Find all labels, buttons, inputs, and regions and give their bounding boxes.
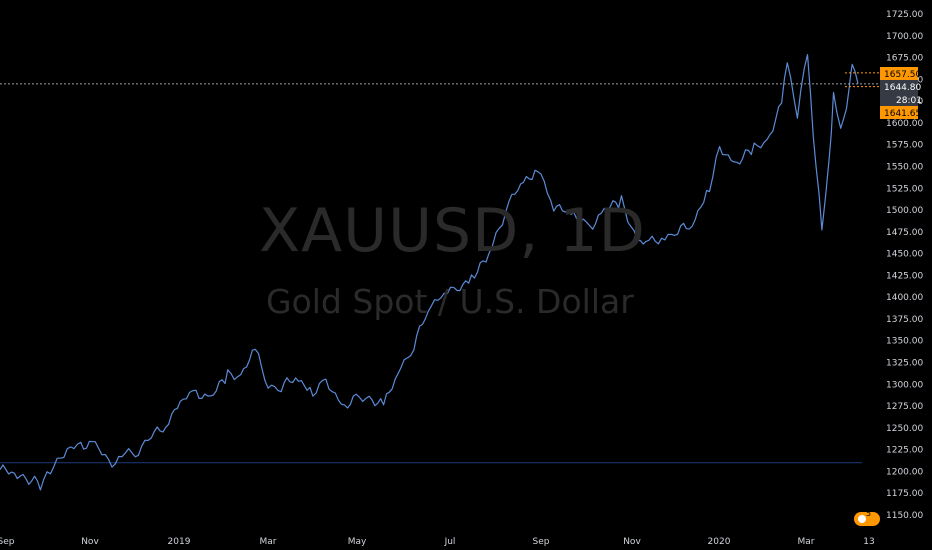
y-tick-label: 1550.00 [886, 162, 923, 172]
events-badge[interactable]: 5 [854, 509, 880, 526]
low-price-label: 1641.65 [884, 109, 921, 119]
y-tick-label: 1325.00 [886, 359, 923, 369]
y-tick-label: 1150.00 [886, 511, 923, 521]
y-tick-label: 1250.00 [886, 424, 923, 434]
events-count: 5 [866, 509, 871, 518]
y-tick-label: 1350.00 [886, 337, 923, 347]
y-tick-label: 1200.00 [886, 467, 923, 477]
y-tick-label: 1275.00 [886, 402, 923, 412]
low-price-badge [880, 106, 918, 119]
y-tick-label: 1700.00 [886, 32, 923, 42]
y-tick-label: 1675.00 [886, 54, 923, 64]
y-tick-label: 1600.00 [886, 119, 923, 129]
y-tick-label: 1425.00 [886, 271, 923, 281]
events-badge-dot [858, 515, 866, 523]
x-tick-label: Mar [260, 537, 277, 547]
y-tick-label: 1525.00 [886, 184, 923, 194]
x-tick-label: Sep [0, 537, 15, 547]
series-line-xauusd [0, 53, 859, 491]
last-price-label: 1644.80 [884, 83, 921, 93]
x-tick-label: 13 [863, 537, 874, 547]
x-tick-label: 2020 [708, 537, 731, 547]
x-tick-label: Sep [533, 537, 550, 547]
x-tick-label: Mar [798, 537, 815, 547]
y-tick-label: 1475.00 [886, 228, 923, 238]
last-price-badge [880, 80, 918, 107]
x-tick-label: Jul [444, 537, 456, 547]
y-tick-label: 1175.00 [886, 489, 923, 499]
y-tick-label: 1375.00 [886, 315, 923, 325]
y-tick-label: 1725.00 [886, 10, 923, 20]
x-tick-label: Nov [623, 537, 641, 547]
y-tick-label: 1575.00 [886, 141, 923, 151]
bar-countdown: 28:01 [896, 96, 922, 106]
high-price-badge [880, 67, 918, 80]
y-tick-label: 1300.00 [886, 380, 923, 390]
y-tick-label: 1225.00 [886, 446, 923, 456]
y-tick-label: 1450.00 [886, 250, 923, 260]
high-price-label: 1657.50 [884, 70, 921, 80]
x-tick-label: 2019 [168, 537, 191, 547]
x-tick-label: Nov [81, 537, 99, 547]
time-scale[interactable]: Sep Nov 2019 Mar May Jul Sep Nov 2020 Mar 13 [0, 537, 875, 547]
y-tick-label: 1500.00 [886, 206, 923, 216]
x-tick-label: May [348, 537, 367, 547]
y-tick-label: 1400.00 [886, 293, 923, 303]
